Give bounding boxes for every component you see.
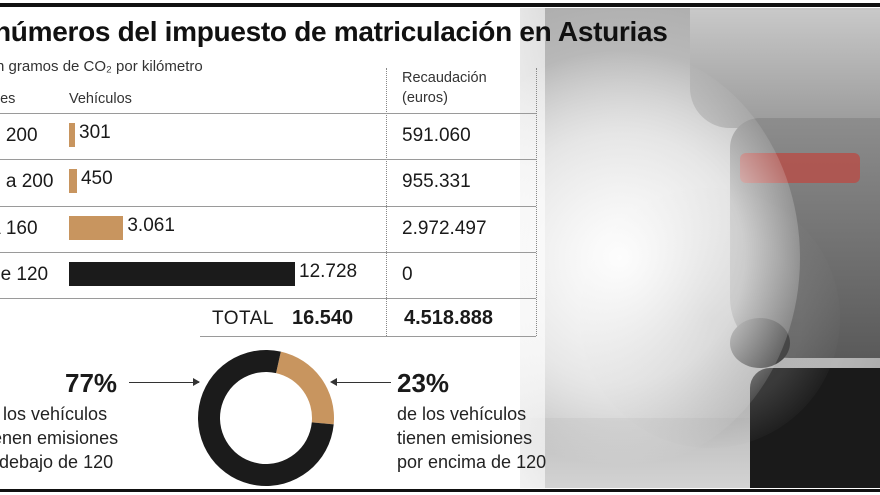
vehicle-bar <box>69 262 295 286</box>
row-emissions-label: de 120 <box>0 264 49 285</box>
arrow-line-right <box>333 382 391 383</box>
vehicle-value-label: 450 <box>80 168 113 189</box>
donut-description-above-line1: de los vehículos <box>397 404 527 424</box>
vehicle-bar <box>69 216 124 240</box>
arrow-head-left <box>193 378 200 386</box>
vehicle-value-label: 301 <box>79 122 111 143</box>
row-emissions-label: a 160 <box>0 218 38 239</box>
revenue-value: 2.972.497 <box>402 218 487 239</box>
arrow-line-left <box>129 382 199 383</box>
donut-description-below-line2: ienen emisiones <box>0 428 119 448</box>
donut-chart <box>198 350 334 486</box>
row-divider <box>0 206 536 207</box>
total-revenue: 4.518.888 <box>404 307 493 329</box>
vehicle-bar <box>69 169 77 193</box>
row-divider <box>0 252 536 253</box>
revenue-value: 591.060 <box>402 125 471 146</box>
row-emissions-label: e 200 <box>0 125 38 146</box>
info-panel <box>0 8 545 489</box>
donut-label-above: 23% <box>397 368 450 398</box>
total-bottom-rule <box>200 336 536 337</box>
donut-description-above-line2: tienen emisiones <box>397 428 533 448</box>
table-row: a 160 3.061 2.972.497 <box>0 206 536 252</box>
table-row: de 120 12.728 0 <box>0 252 536 298</box>
total-vehicles: 16.540 <box>292 307 354 329</box>
column-header-revenue-line1: Recaudación <box>402 70 487 86</box>
vehicle-bar <box>69 123 75 147</box>
table-row: 0 a 200 450 955.331 <box>0 159 536 205</box>
revenue-value: 0 <box>402 264 413 285</box>
vehicle-value-label: 12.728 <box>299 261 358 282</box>
chart-subtitle: n gramos de CO₂ por kilómetro <box>0 58 203 75</box>
row-divider <box>0 159 536 160</box>
donut-description-below-line3: r debajo de 120 <box>0 452 114 472</box>
donut-slice-above-120 <box>276 351 334 425</box>
donut-label-below: 77% <box>65 368 118 398</box>
chart-title: números del impuesto de matriculación en… <box>0 16 668 47</box>
total-top-rule <box>200 298 536 299</box>
donut-description-above: de los vehículos tienen emisiones por en… <box>397 402 546 474</box>
column-header-emissions: nes <box>0 91 16 107</box>
bottom-rule <box>0 489 880 492</box>
column-divider-revenue <box>386 68 387 336</box>
smoke-light-shape <box>520 48 800 468</box>
top-rule <box>0 3 880 7</box>
donut-description-below: e los vehículos ienen emisiones r debajo… <box>0 402 118 474</box>
total-label: TOTAL <box>212 308 274 329</box>
donut-slice-below-120 <box>198 350 334 486</box>
exhaust-smoke-photo <box>520 8 880 488</box>
row-divider <box>0 113 536 114</box>
row-divider <box>0 298 200 299</box>
vehicle-value-label: 3.061 <box>127 215 175 236</box>
donut-description-above-line3: por encima de 120 <box>397 452 547 472</box>
donut-description-below-line1: e los vehículos <box>0 404 108 424</box>
table-row: e 200 301 591.060 <box>0 113 536 159</box>
column-header-revenue-line2: (euros) <box>402 90 448 106</box>
column-header-vehicles: Vehículos <box>69 91 132 107</box>
arrow-head-right <box>330 378 337 386</box>
column-divider-right <box>536 68 537 336</box>
column-header-revenue: Recaudación (euros) <box>402 68 487 108</box>
row-emissions-label: 0 a 200 <box>0 171 54 192</box>
revenue-value: 955.331 <box>402 171 471 192</box>
